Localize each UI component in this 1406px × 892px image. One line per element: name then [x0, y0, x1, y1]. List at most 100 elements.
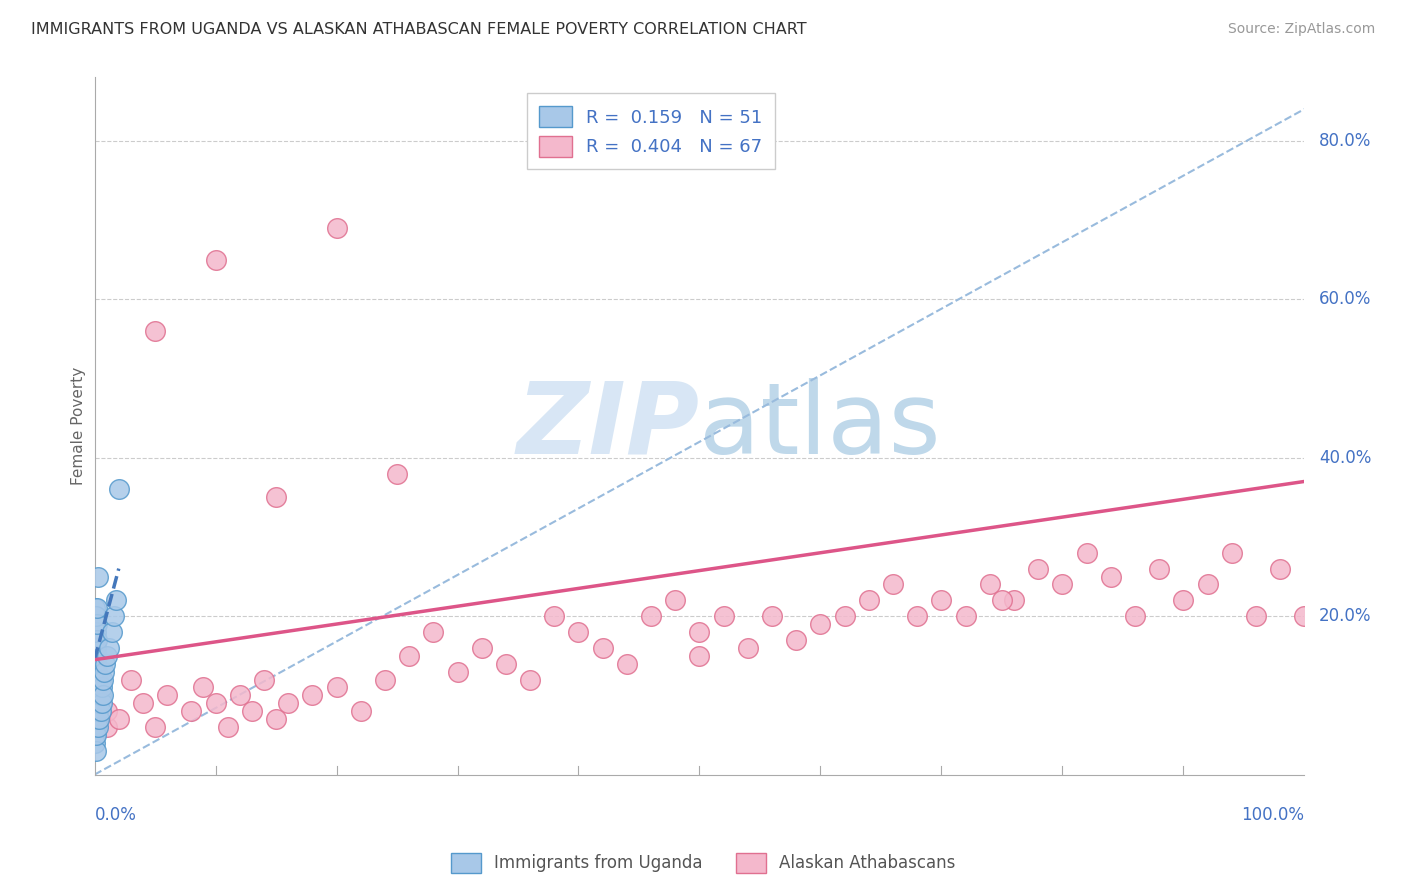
Point — [86, 617, 108, 632]
Point — [90, 689, 112, 703]
Point — [143, 324, 166, 338]
Legend: R =  0.159   N = 51, R =  0.404   N = 67: R = 0.159 N = 51, R = 0.404 N = 67 — [527, 94, 775, 169]
Point — [83, 632, 105, 647]
Point — [103, 609, 125, 624]
Point — [688, 624, 710, 639]
Point — [616, 657, 638, 671]
Point — [592, 640, 614, 655]
Point — [143, 720, 166, 734]
Point — [1002, 593, 1025, 607]
Point — [1026, 561, 1049, 575]
Point — [90, 704, 112, 718]
Text: 60.0%: 60.0% — [1319, 290, 1371, 309]
Point — [96, 648, 118, 663]
Point — [325, 221, 347, 235]
Point — [87, 569, 110, 583]
Point — [84, 673, 107, 687]
Point — [350, 704, 373, 718]
Point — [84, 744, 107, 758]
Point — [882, 577, 904, 591]
Point — [785, 632, 807, 647]
Point — [1244, 609, 1267, 624]
Point — [543, 609, 565, 624]
Point — [83, 648, 105, 663]
Point — [1123, 609, 1146, 624]
Point — [86, 632, 108, 647]
Point — [204, 696, 226, 710]
Point — [83, 601, 105, 615]
Point — [120, 673, 142, 687]
Point — [1294, 609, 1316, 624]
Point — [398, 648, 420, 663]
Point — [87, 689, 110, 703]
Point — [471, 640, 494, 655]
Point — [86, 601, 108, 615]
Point — [422, 624, 444, 639]
Point — [87, 720, 110, 734]
Point — [91, 673, 114, 687]
Point — [301, 689, 323, 703]
Text: atlas: atlas — [699, 377, 941, 475]
Point — [83, 712, 105, 726]
Point — [1268, 561, 1291, 575]
Text: 0.0%: 0.0% — [94, 806, 136, 824]
Legend: Immigrants from Uganda, Alaskan Athabascans: Immigrants from Uganda, Alaskan Athabasc… — [444, 847, 962, 880]
Point — [89, 696, 111, 710]
Point — [193, 681, 215, 695]
Point — [979, 577, 1001, 591]
Point — [84, 609, 107, 624]
Point — [86, 696, 108, 710]
Point — [83, 728, 105, 742]
Point — [180, 704, 202, 718]
Point — [87, 673, 110, 687]
Point — [737, 640, 759, 655]
Point — [84, 728, 107, 742]
Point — [83, 617, 105, 632]
Point — [761, 609, 783, 624]
Point — [107, 483, 129, 497]
Text: 40.0%: 40.0% — [1319, 449, 1371, 467]
Text: 80.0%: 80.0% — [1319, 132, 1371, 150]
Point — [1076, 546, 1098, 560]
Point — [84, 657, 107, 671]
Point — [446, 665, 468, 679]
Point — [94, 657, 117, 671]
Point — [385, 467, 408, 481]
Point — [1099, 569, 1122, 583]
Point — [105, 593, 128, 607]
Point — [1147, 561, 1170, 575]
Point — [325, 681, 347, 695]
Text: 100.0%: 100.0% — [1241, 806, 1305, 824]
Point — [100, 624, 122, 639]
Point — [83, 736, 105, 750]
Point — [931, 593, 953, 607]
Point — [84, 624, 107, 639]
Point — [1197, 577, 1219, 591]
Point — [1052, 577, 1074, 591]
Point — [87, 704, 110, 718]
Point — [264, 712, 287, 726]
Point — [89, 712, 111, 726]
Point — [86, 665, 108, 679]
Point — [86, 648, 108, 663]
Point — [1173, 593, 1195, 607]
Point — [98, 640, 121, 655]
Point — [519, 673, 541, 687]
Point — [1220, 546, 1243, 560]
Point — [204, 252, 226, 267]
Point — [858, 593, 880, 607]
Point — [156, 689, 179, 703]
Text: IMMIGRANTS FROM UGANDA VS ALASKAN ATHABASCAN FEMALE POVERTY CORRELATION CHART: IMMIGRANTS FROM UGANDA VS ALASKAN ATHABA… — [31, 22, 807, 37]
Point — [84, 640, 107, 655]
Point — [86, 712, 108, 726]
Point — [991, 593, 1014, 607]
Point — [229, 689, 252, 703]
Point — [96, 720, 118, 734]
Point — [277, 696, 299, 710]
Point — [107, 712, 129, 726]
Point — [217, 720, 239, 734]
Point — [955, 609, 977, 624]
Point — [688, 648, 710, 663]
Point — [84, 720, 107, 734]
Point — [89, 681, 111, 695]
